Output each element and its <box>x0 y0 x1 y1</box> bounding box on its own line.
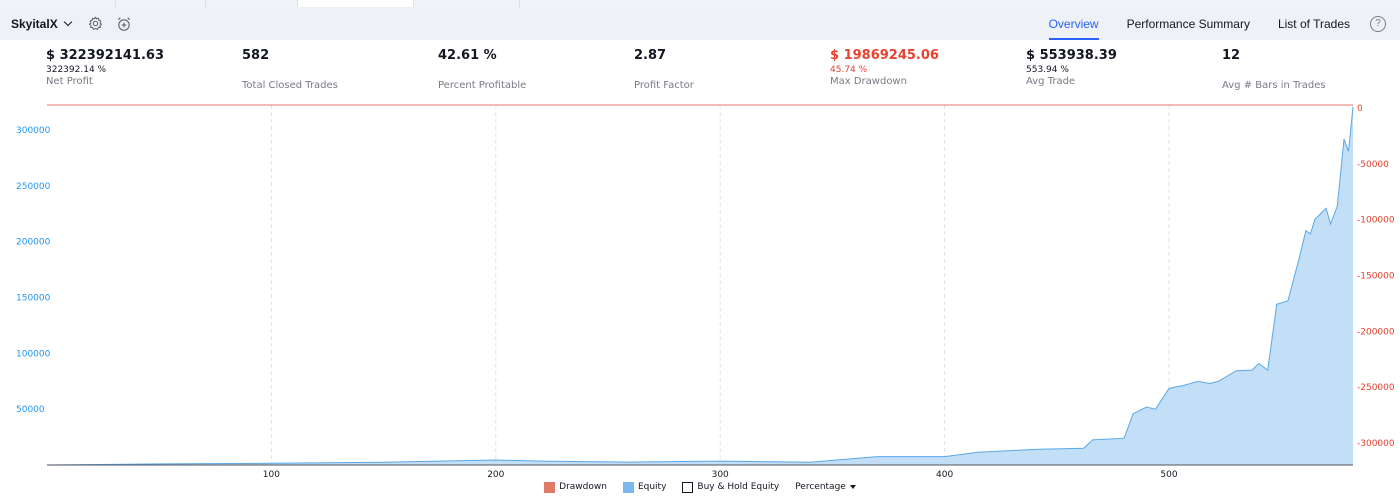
top-tab-stub[interactable] <box>116 0 206 7</box>
equity-area <box>47 106 1353 465</box>
metric-value: $ 322392141.63 <box>46 48 165 63</box>
strategy-toolbar: SkyitalX Overview Performance Summary Li… <box>0 7 1400 40</box>
metric-value: 2.87 <box>634 48 667 63</box>
equity-chart[interactable]: 100 200 300 400 500 50000 100000 150000 200000 25… <box>0 100 1400 478</box>
right-axis-label: -200000 <box>1357 327 1395 337</box>
right-axis-label: 0 <box>1357 104 1363 114</box>
x-tick-label: 200 <box>487 470 504 478</box>
strategy-selector[interactable]: SkyitalX <box>11 16 72 31</box>
metric-net-profit: $ 322392141.63 322392.14 % Net Profit <box>46 48 164 87</box>
metric-value: 582 <box>242 48 270 63</box>
right-axis-label: -250000 <box>1357 383 1395 393</box>
x-tick-label: 300 <box>712 470 729 478</box>
right-axis-label: -150000 <box>1357 271 1395 281</box>
metric-percent: 45.74 % <box>830 65 868 75</box>
metric-value: 12 <box>1222 48 1241 63</box>
buy-hold-checkbox[interactable] <box>682 481 694 493</box>
legend-buy-hold[interactable]: Buy & Hold Equity <box>682 481 780 493</box>
equity-swatch <box>622 481 634 493</box>
left-axis-label: 150000 <box>16 294 51 304</box>
metric-label: Percent Profitable <box>438 80 527 91</box>
drawdown-swatch <box>544 481 556 493</box>
metric-avg-bars: 12 Avg # Bars in Trades <box>1222 48 1326 91</box>
chart-legend: Drawdown Equity Buy & Hold Equity Percen… <box>0 479 1400 495</box>
right-axis-label: -100000 <box>1357 216 1395 226</box>
metric-label: Net Profit <box>46 76 93 87</box>
x-tick-label: 100 <box>263 470 280 478</box>
report-tabs: Overview Performance Summary List of Tra… <box>1035 7 1400 40</box>
percentage-dropdown-label: Percentage <box>795 482 846 492</box>
metrics-row: $ 322392141.63 322392.14 % Net Profit 58… <box>0 48 1400 98</box>
legend-drawdown-label: Drawdown <box>559 482 607 492</box>
left-axis-label: 250000 <box>16 182 51 192</box>
top-tab-stub[interactable] <box>206 0 298 7</box>
metric-percent: 553.94 % <box>1026 65 1069 75</box>
top-tab-stub[interactable] <box>0 0 116 7</box>
top-tab-stub-active[interactable] <box>298 0 414 7</box>
legend-buy-hold-label: Buy & Hold Equity <box>697 482 780 492</box>
metric-label: Avg # Bars in Trades <box>1222 80 1326 91</box>
tab-list-of-trades[interactable]: List of Trades <box>1277 16 1350 31</box>
tab-performance-summary[interactable]: Performance Summary <box>1126 16 1250 31</box>
metric-label: Total Closed Trades <box>242 80 338 91</box>
left-axis-label: 300000 <box>16 126 51 136</box>
legend-equity[interactable]: Equity <box>622 481 667 493</box>
left-axis-label: 100000 <box>16 349 51 359</box>
right-axis-label: -300000 <box>1357 439 1395 449</box>
help-icon[interactable]: ? <box>1370 15 1386 32</box>
metric-value: $ 19869245.06 <box>830 48 939 63</box>
top-tab-strip <box>0 0 1400 7</box>
metric-percent: 322392.14 % <box>46 65 107 75</box>
tab-overview[interactable]: Overview <box>1035 7 1113 40</box>
left-axis-label: 50000 <box>16 405 45 415</box>
metric-max-drawdown: $ 19869245.06 45.74 % Max Drawdown <box>830 48 939 87</box>
metric-value: 42.61 % <box>438 48 497 63</box>
metric-value: $ 553938.39 <box>1026 48 1117 63</box>
alarm-plus-icon[interactable] <box>114 14 134 34</box>
metric-profit-factor: 2.87 Profit Factor <box>634 48 694 91</box>
metric-label: Avg Trade <box>1026 76 1076 87</box>
x-tick-label: 500 <box>1160 470 1177 478</box>
metric-total-closed-trades: 582 Total Closed Trades <box>242 48 338 91</box>
metric-avg-trade: $ 553938.39 553.94 % Avg Trade <box>1026 48 1117 87</box>
strategy-name: SkyitalX <box>11 16 58 31</box>
right-axis-label: -50000 <box>1357 160 1389 170</box>
legend-drawdown[interactable]: Drawdown <box>544 481 607 493</box>
legend-equity-label: Equity <box>637 482 667 492</box>
left-axis-label: 200000 <box>16 238 51 248</box>
percentage-dropdown[interactable]: Percentage <box>795 482 856 492</box>
top-tab-stub[interactable] <box>414 0 520 7</box>
equity-line <box>46 106 1354 466</box>
metric-percent-profitable: 42.61 % Percent Profitable <box>438 48 526 91</box>
metric-label: Max Drawdown <box>830 76 907 87</box>
gear-icon[interactable] <box>86 14 106 34</box>
chevron-down-icon <box>63 17 72 26</box>
metric-label: Profit Factor <box>634 80 694 91</box>
x-tick-label: 400 <box>936 470 953 478</box>
caret-down-icon <box>849 485 856 489</box>
